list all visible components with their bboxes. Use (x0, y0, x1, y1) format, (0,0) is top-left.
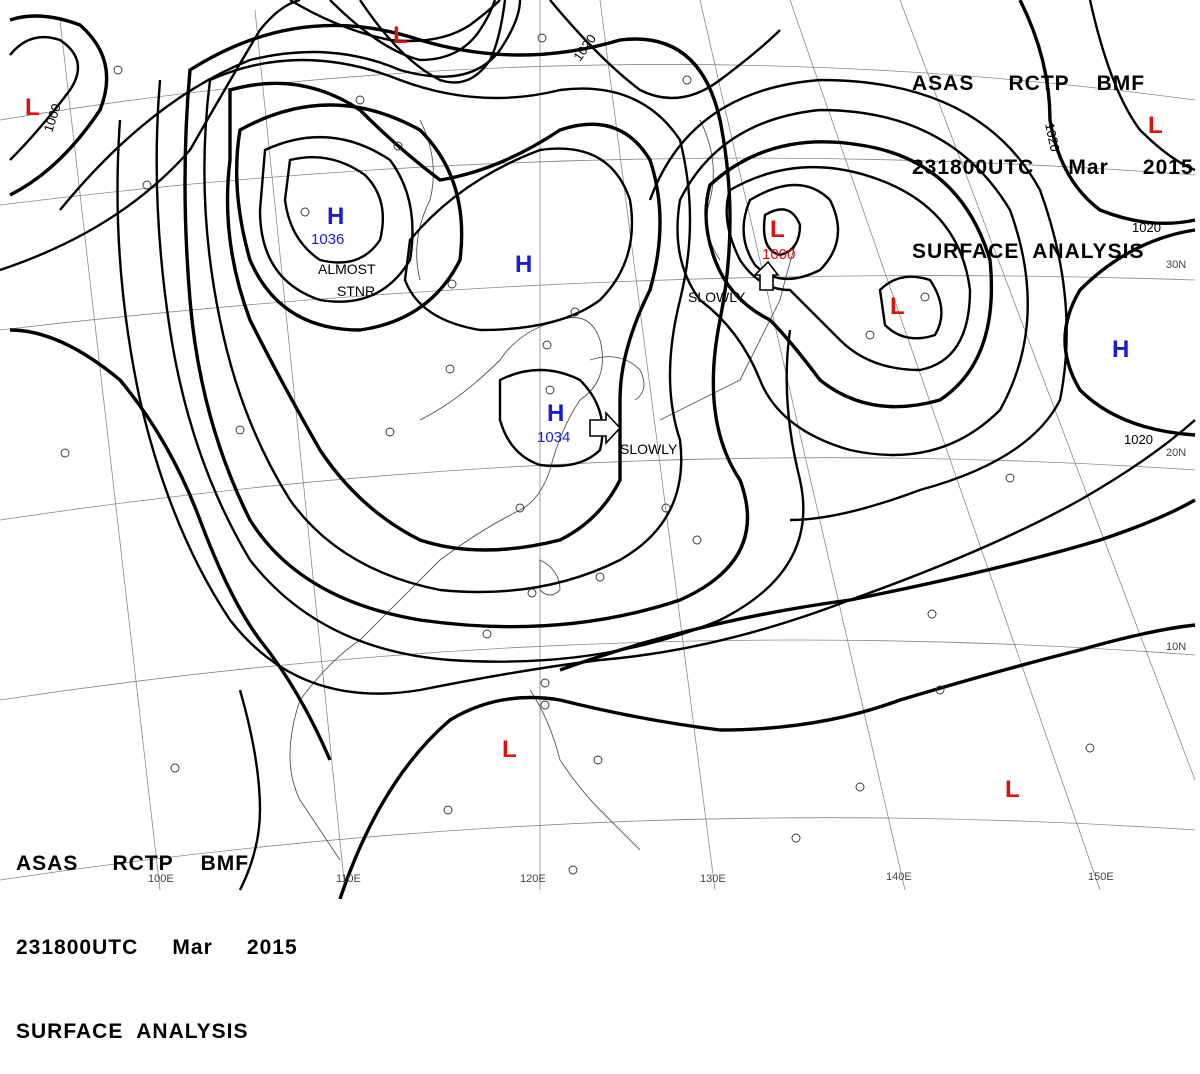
header-bottom: ASAS RCTP BMF 231800UTC Mar 2015 SURFACE… (16, 794, 298, 1074)
header-title: SURFACE ANALYSIS (16, 1020, 249, 1043)
low-center-symbol: L (25, 94, 40, 121)
header-agency: ASAS RCTP BMF (912, 72, 1146, 95)
almost-label: ALMOST (318, 261, 376, 277)
slowly-label: SLOWLY (688, 289, 746, 305)
longitude-label: 100E (148, 873, 174, 885)
longitude-label: 140E (886, 871, 912, 883)
low-center-symbol: L (502, 736, 517, 763)
station-plots (60, 33, 1095, 875)
slowly-label: SLOWLY (620, 441, 678, 457)
low-center-symbol: L (770, 216, 785, 243)
longitude-label: 110E (336, 873, 361, 885)
longitude-label: 130E (700, 873, 726, 885)
isobar-label: 1020 (1124, 432, 1153, 447)
stnr-label: STNR (337, 283, 375, 299)
latitude-label: 20N (1166, 447, 1186, 459)
low-center-symbol: L (1148, 112, 1163, 139)
high-center-value: 1036 (311, 231, 344, 248)
low-center-symbol: L (393, 22, 408, 49)
header-timestamp: 231800UTC Mar 2015 (912, 156, 1194, 179)
latitude-label: 10N (1166, 641, 1186, 653)
isobar-label: 1020 (1132, 220, 1161, 235)
low-center-symbol: L (1005, 776, 1020, 803)
high-center-symbol: H (327, 203, 344, 230)
high-center-value: 1034 (537, 429, 570, 446)
high-center-symbol: H (547, 400, 564, 427)
high-center-symbol: H (515, 251, 532, 278)
coastlines (289, 119, 801, 861)
surface-analysis-map: H 1036 H H 1034 H L 1000 L L L L L L ALM… (0, 0, 1196, 899)
graticule-labels: 100E 110E 120E 130E 140E 150E 30N 20N 10… (148, 259, 1186, 885)
header-top: ASAS RCTP BMF 231800UTC Mar 2015 SURFACE… (912, 14, 1194, 294)
pressure-centers: H 1036 H H 1034 H L 1000 L L L L L (25, 22, 1163, 763)
high-center-symbol: H (1112, 336, 1129, 363)
header-title: SURFACE ANALYSIS (912, 240, 1145, 263)
latitude-label: 30N (1166, 259, 1186, 271)
longitude-label: 150E (1088, 871, 1114, 883)
isobar-labels: 1000 1020 1020 1020 1020 (41, 31, 1161, 447)
header-agency: ASAS RCTP BMF (16, 852, 250, 875)
isobar-label: 1000 (41, 102, 64, 134)
header-timestamp: 231800UTC Mar 2015 (16, 936, 298, 959)
low-center-value: 1000 (762, 246, 795, 263)
isobar-label: 1020 (1042, 122, 1063, 153)
longitude-label: 120E (520, 873, 546, 885)
low-center-symbol: L (890, 293, 905, 320)
movement-labels: ALMOST STNR SLOWLY SLOWLY (318, 261, 746, 457)
movement-arrows (589, 260, 780, 446)
